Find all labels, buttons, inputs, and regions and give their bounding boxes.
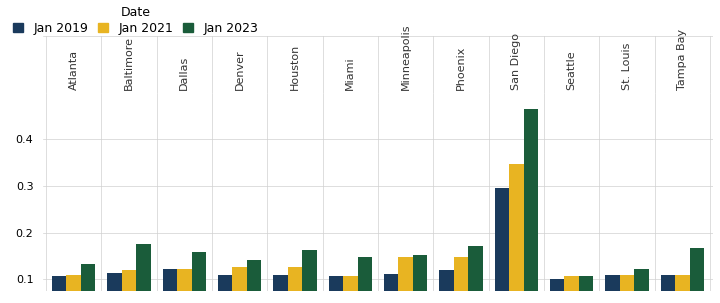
Bar bbox=[192, 252, 206, 303]
Legend: Jan 2019, Jan 2021, Jan 2023: Jan 2019, Jan 2021, Jan 2023 bbox=[14, 6, 258, 35]
Bar bbox=[579, 275, 593, 303]
Bar bbox=[247, 260, 261, 303]
Bar bbox=[495, 188, 509, 303]
Bar bbox=[107, 273, 122, 303]
Bar bbox=[177, 269, 192, 303]
Bar bbox=[468, 246, 482, 303]
Text: San Diego: San Diego bbox=[511, 33, 521, 90]
Text: Baltimore: Baltimore bbox=[124, 36, 134, 90]
Text: Seattle: Seattle bbox=[567, 51, 577, 90]
Text: Dallas: Dallas bbox=[179, 56, 189, 90]
Text: Minneapolis: Minneapolis bbox=[400, 24, 410, 90]
Bar bbox=[509, 164, 523, 303]
Bar bbox=[233, 267, 247, 303]
Text: Tampa Bay: Tampa Bay bbox=[678, 29, 688, 90]
Bar bbox=[136, 244, 150, 303]
Bar bbox=[66, 275, 81, 303]
Bar bbox=[523, 109, 538, 303]
Text: St. Louis: St. Louis bbox=[622, 43, 632, 90]
Text: Atlanta: Atlanta bbox=[68, 50, 78, 90]
Bar bbox=[690, 248, 704, 303]
Bar bbox=[454, 257, 468, 303]
Bar bbox=[606, 275, 620, 303]
Bar bbox=[218, 275, 233, 303]
Bar bbox=[81, 264, 95, 303]
Bar bbox=[52, 276, 66, 303]
Text: Miami: Miami bbox=[346, 56, 356, 90]
Bar bbox=[384, 274, 398, 303]
Text: Denver: Denver bbox=[235, 49, 245, 90]
Bar bbox=[163, 269, 177, 303]
Bar bbox=[358, 257, 372, 303]
Bar bbox=[288, 267, 302, 303]
Bar bbox=[675, 275, 690, 303]
Bar bbox=[413, 255, 427, 303]
Bar bbox=[329, 275, 343, 303]
Bar bbox=[564, 276, 579, 303]
Text: Phoenix: Phoenix bbox=[456, 46, 466, 90]
Text: Houston: Houston bbox=[290, 44, 300, 90]
Bar bbox=[634, 269, 649, 303]
Bar bbox=[274, 275, 288, 303]
Bar bbox=[302, 250, 317, 303]
Bar bbox=[343, 275, 358, 303]
Bar bbox=[550, 279, 564, 303]
Bar bbox=[661, 275, 675, 303]
Bar bbox=[398, 257, 413, 303]
Bar bbox=[439, 270, 454, 303]
Bar bbox=[122, 270, 136, 303]
Bar bbox=[620, 275, 634, 303]
